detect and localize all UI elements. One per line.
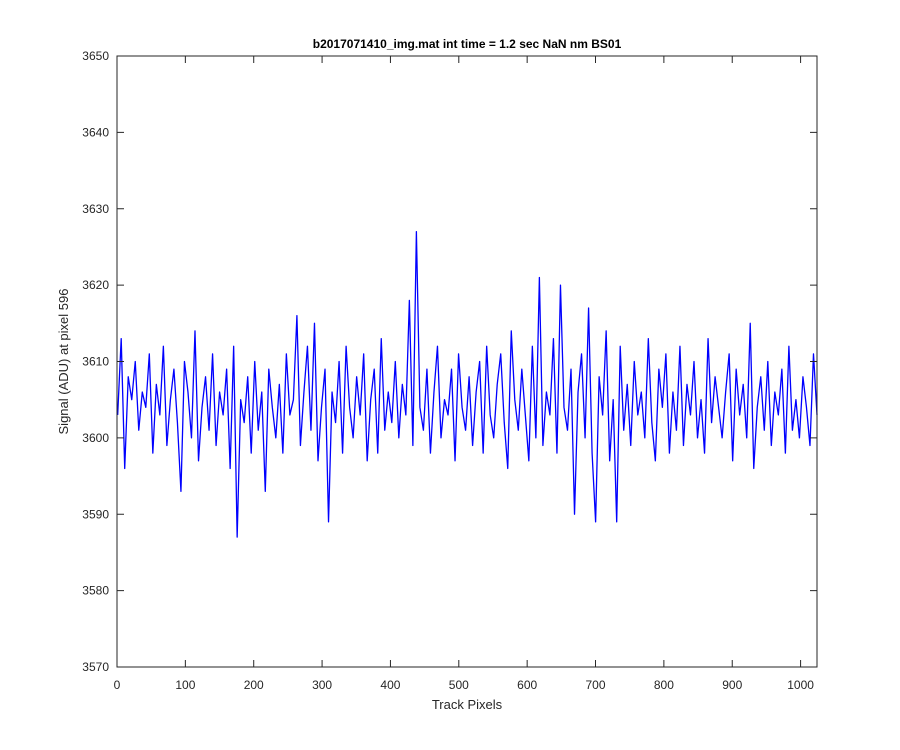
y-axis-label: Signal (ADU) at pixel 596 — [56, 289, 71, 435]
x-tick-label: 200 — [244, 678, 264, 692]
y-axis: 3570 3580 3590 3600 3610 3620 3630 3640 3650 — [82, 49, 817, 674]
series-layer — [117, 231, 818, 538]
x-tick-label: 0 — [114, 678, 121, 692]
x-tick-label: 900 — [722, 678, 742, 692]
y-tick-label: 3620 — [82, 278, 109, 292]
x-tick-label: 600 — [517, 678, 537, 692]
x-tick-label: 400 — [380, 678, 400, 692]
x-tick-label: 500 — [449, 678, 469, 692]
x-tick-label: 300 — [312, 678, 332, 692]
x-tick-label: 1000 — [787, 678, 814, 692]
y-tick-label: 3630 — [82, 202, 109, 216]
y-tick-label: 3610 — [82, 355, 109, 369]
x-axis: 0 100 200 300 400 500 600 700 800 900 1000 — [114, 56, 814, 692]
y-tick-label: 3590 — [82, 507, 109, 521]
x-tick-label: 800 — [654, 678, 674, 692]
y-tick-label: 3650 — [82, 49, 109, 63]
y-tick-label: 3580 — [82, 584, 109, 598]
chart-title: b2017071410_img.mat int time = 1.2 sec N… — [313, 37, 622, 51]
x-tick-label: 700 — [586, 678, 606, 692]
y-tick-label: 3600 — [82, 431, 109, 445]
plot-area — [117, 56, 817, 667]
y-tick-label: 3640 — [82, 125, 109, 139]
series-line-1 — [117, 231, 818, 538]
x-tick-label: 100 — [175, 678, 195, 692]
y-tick-label: 3570 — [82, 660, 109, 674]
x-axis-label: Track Pixels — [432, 697, 503, 712]
